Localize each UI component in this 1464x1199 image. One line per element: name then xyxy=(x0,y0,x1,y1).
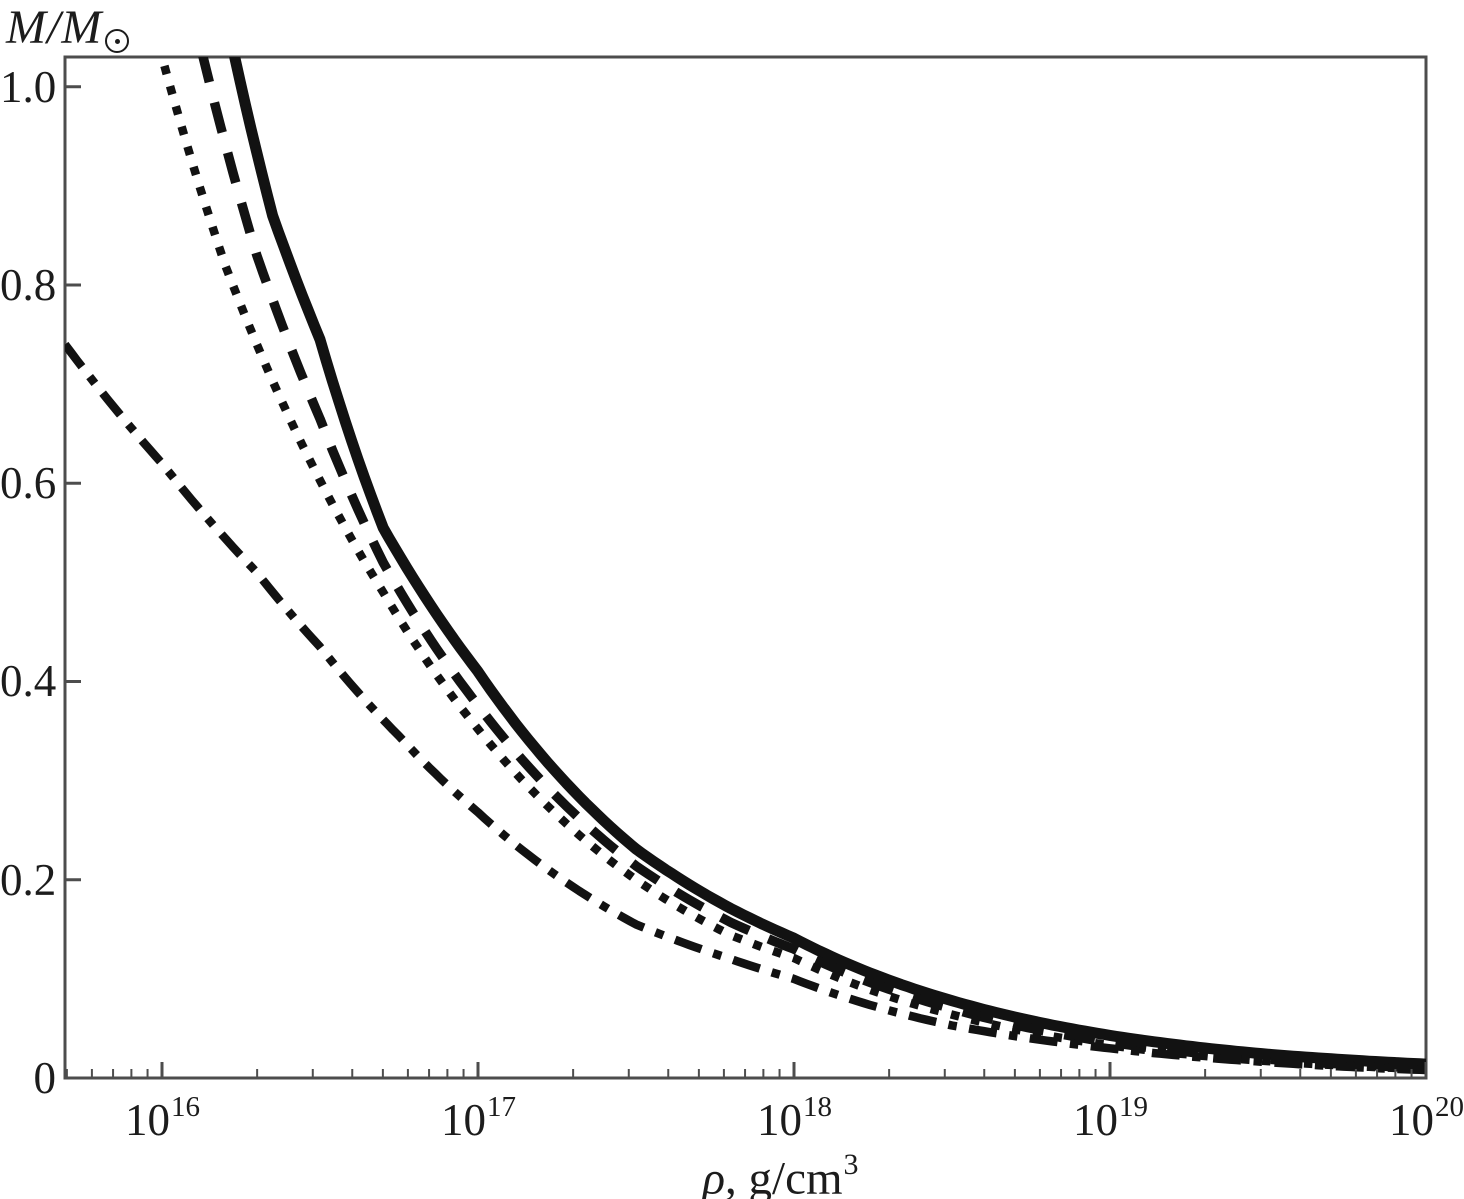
x-axis-title: ρ, g/cm3 xyxy=(600,1142,960,1199)
y-tick-label-0.2: 0.2 xyxy=(0,854,57,905)
x-tick-label-1e19: 1019 xyxy=(1050,1086,1170,1144)
sun-symbol-icon xyxy=(105,29,130,53)
x-axis-title-exponent: 3 xyxy=(843,1148,859,1181)
curves-group xyxy=(65,57,1426,1075)
axis-ticks xyxy=(65,85,1428,1080)
x-tick-label-1e17: 1017 xyxy=(418,1086,538,1144)
x-axis-title-units: , g/cm xyxy=(725,1152,843,1199)
sun-symbol-dot xyxy=(114,38,120,44)
x-tick-label-1e20: 1020 xyxy=(1366,1086,1464,1144)
x-tick-exponent: 19 xyxy=(1119,1091,1148,1123)
x-tick-base: 10 xyxy=(1073,1095,1118,1145)
curve-solid xyxy=(229,57,1426,1070)
y-axis-title-text: M/M xyxy=(6,1,103,54)
x-tick-exponent: 18 xyxy=(803,1091,832,1123)
y-tick-label-0.4: 0.4 xyxy=(0,656,57,707)
x-tick-exponent: 16 xyxy=(171,1091,200,1123)
y-tick-label-1.0: 1.0 xyxy=(0,61,57,112)
x-tick-base: 10 xyxy=(125,1095,170,1145)
x-tick-exponent: 20 xyxy=(1435,1091,1464,1123)
x-tick-exponent: 17 xyxy=(487,1091,516,1123)
curve-dashdot xyxy=(65,341,1426,1075)
curve-dashed xyxy=(198,57,1426,1073)
x-tick-base: 10 xyxy=(757,1095,802,1145)
y-tick-label-0.6: 0.6 xyxy=(0,458,57,509)
y-axis-title: M/M xyxy=(6,1,130,54)
x-tick-label-1e18: 1018 xyxy=(734,1086,854,1144)
y-tick-label-0: 0 xyxy=(33,1053,57,1103)
y-tick-label-0.8: 0.8 xyxy=(0,259,57,310)
x-axis-title-rho: ρ xyxy=(702,1152,726,1199)
x-tick-label-1e16: 1016 xyxy=(102,1086,222,1144)
x-tick-base: 10 xyxy=(441,1095,486,1145)
x-tick-base: 10 xyxy=(1389,1095,1434,1145)
curve-dotted xyxy=(157,57,1426,1074)
